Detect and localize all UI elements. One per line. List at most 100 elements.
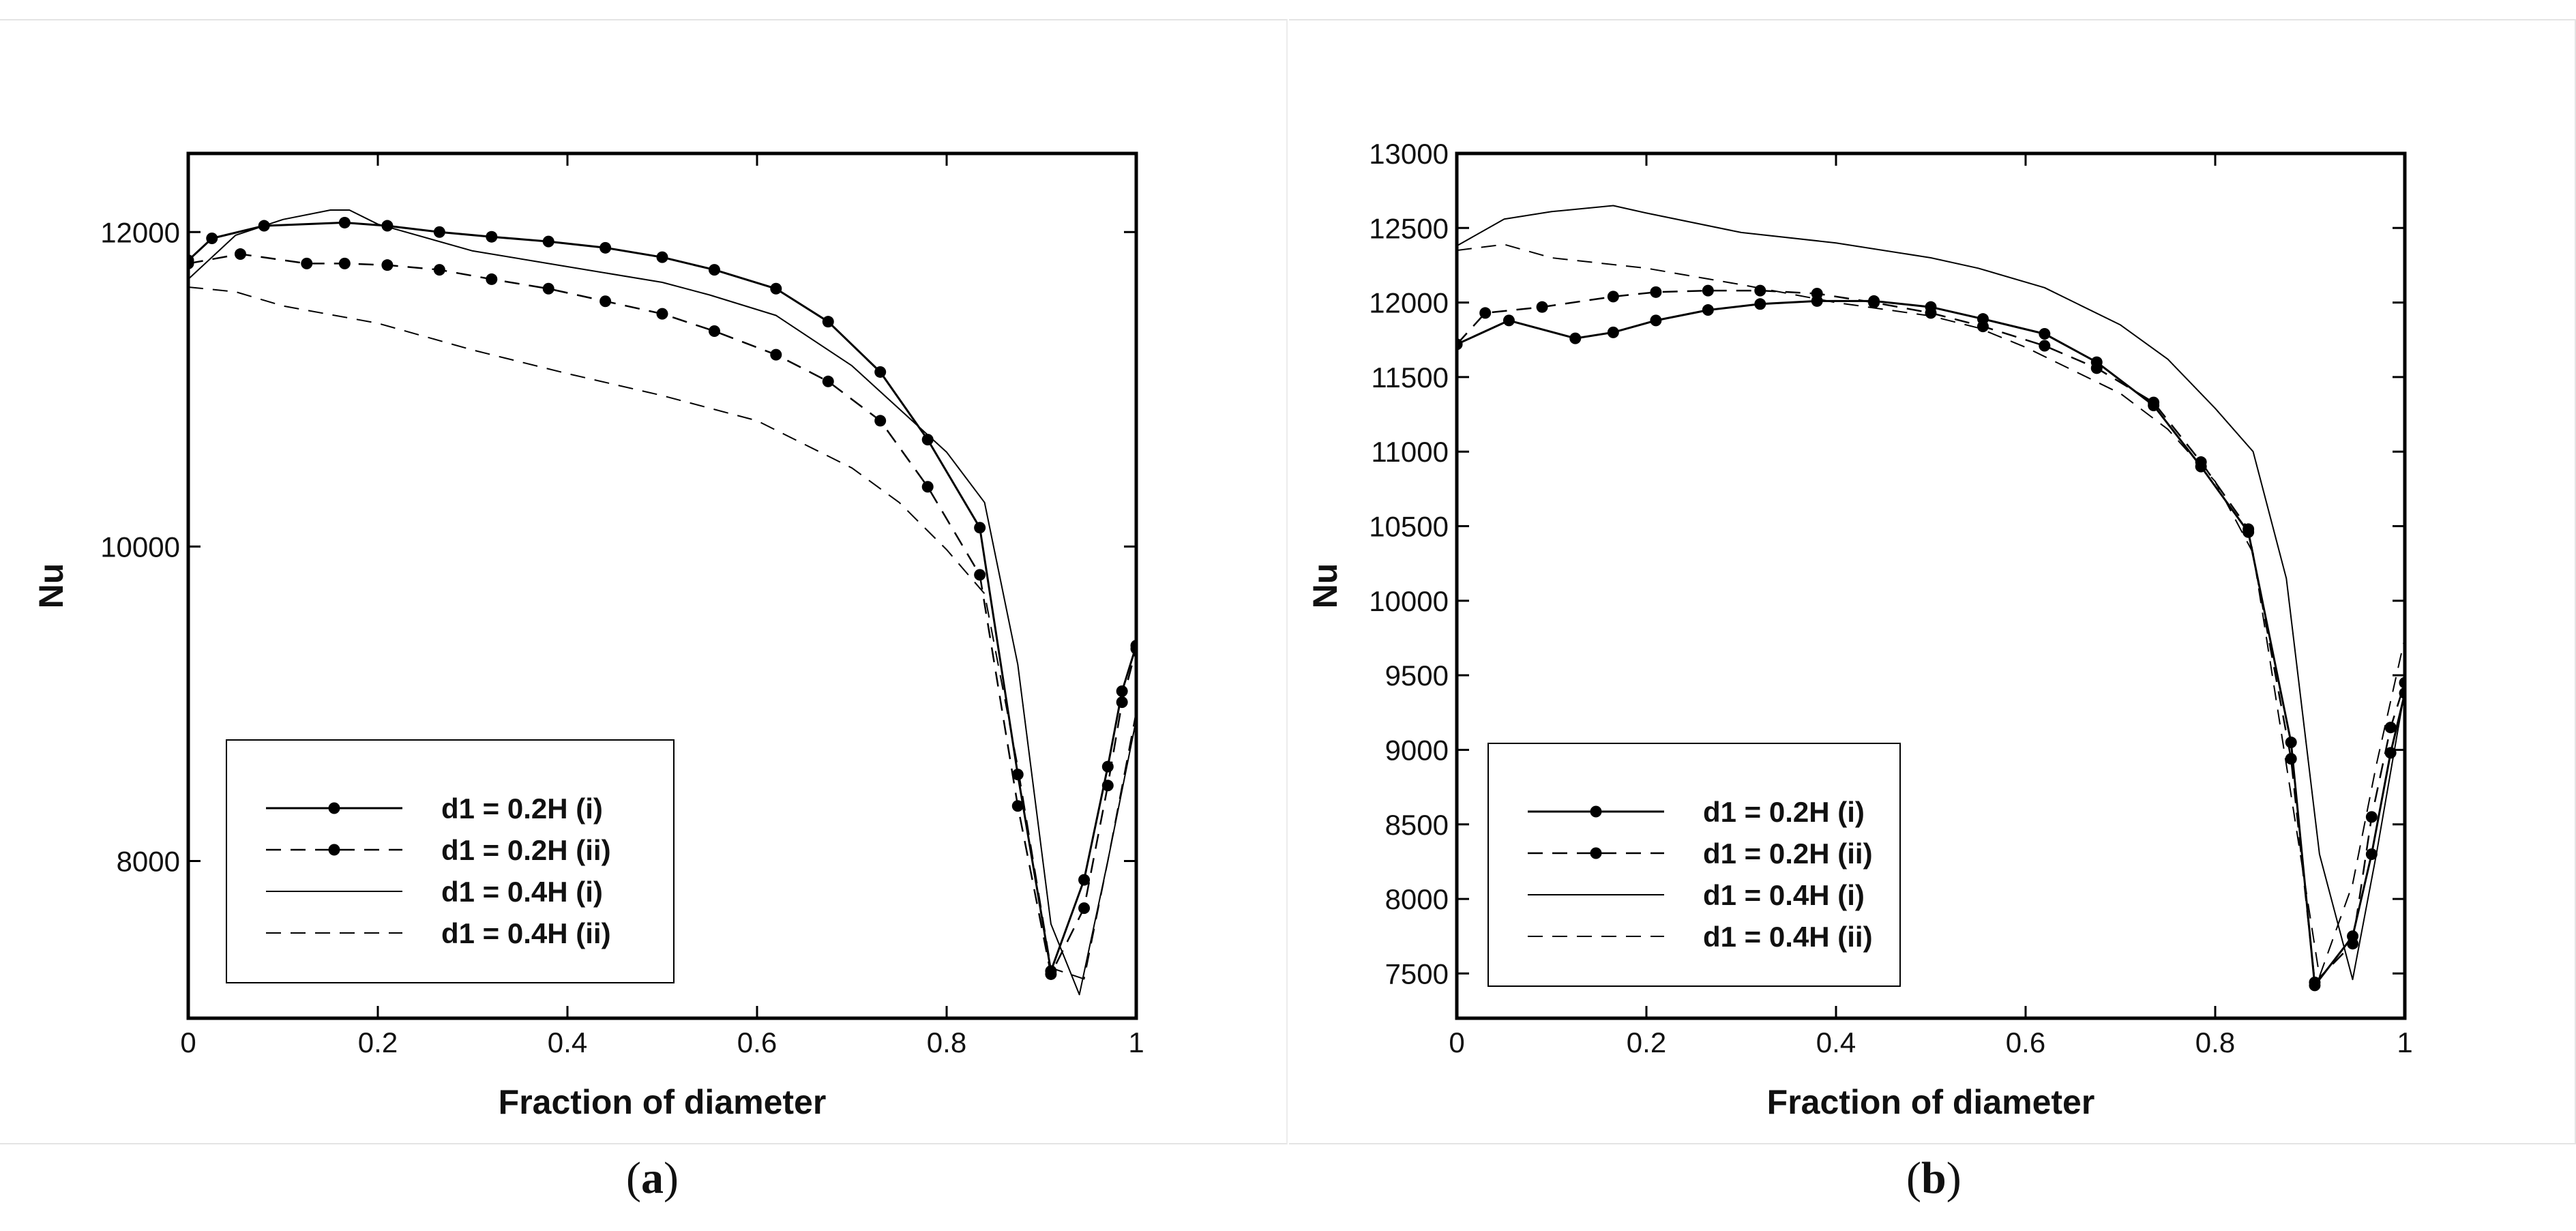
series-line-2 (188, 253, 1136, 975)
series-point-2 (1116, 696, 1128, 709)
y-tick-label: 10500 (1369, 511, 1449, 543)
series-point-1 (486, 231, 498, 243)
series-point-2 (2347, 938, 2359, 950)
x-axis-label: Fraction of diameter (499, 1083, 827, 1121)
x-tick-label: 0.6 (737, 1026, 777, 1058)
series-line-3 (1457, 205, 2405, 981)
series-point-2 (1011, 800, 1024, 812)
chart-panel-b: 0 0.2 0.4 0.6 0.8 1 7500 8000 8500 9000 9500 10000 1… (1306, 138, 2413, 1121)
y-tick-label: 8000 (117, 845, 180, 877)
series-point-1 (1754, 298, 1766, 310)
series-point-2 (2148, 396, 2160, 409)
series-point-1 (974, 522, 986, 534)
x-tick-label: 0.2 (358, 1026, 398, 1058)
series-point-1 (542, 235, 554, 248)
series-point-1 (770, 282, 782, 295)
legend-label-3: d1 = 0.4H (i) (1703, 879, 1865, 911)
series-point-2 (188, 257, 194, 269)
x-tick-label: 0.4 (1816, 1026, 1856, 1058)
series-point-2 (301, 257, 313, 269)
series-point-2 (2090, 362, 2103, 374)
series-point-2 (1702, 284, 1714, 297)
series-point-2 (1130, 642, 1136, 655)
x-tick-label: 1 (2397, 1026, 2412, 1058)
series-point-2 (338, 257, 351, 269)
series-point-2 (234, 248, 246, 261)
caption-b: (b) (1906, 1153, 1961, 1203)
legend-label-1: d1 = 0.2H (i) (441, 792, 603, 825)
y-tick-label: 12000 (1369, 287, 1449, 319)
legend-box (1487, 743, 1901, 987)
series-point-1 (2285, 737, 2297, 749)
legend-label-1: d1 = 0.2H (i) (1703, 796, 1865, 828)
series-point-2 (921, 481, 934, 493)
y-tick-label: 7500 (1385, 958, 1449, 990)
plot-frame (1455, 151, 2407, 1020)
series-point-2 (1754, 284, 1766, 297)
y-tick-label: 8500 (1385, 809, 1449, 841)
legend-label-2: d1 = 0.2H (ii) (441, 834, 611, 866)
x-tick-label: 0 (180, 1026, 196, 1058)
series-point-2 (1457, 338, 1463, 351)
series-point-2 (2399, 677, 2405, 689)
legend-marker-1 (1590, 805, 1602, 818)
series-point-1 (1569, 332, 1582, 344)
legend-label-4: d1 = 0.4H (ii) (1703, 921, 1873, 953)
y-tick-label: 9000 (1385, 734, 1449, 766)
series-point-1 (206, 232, 218, 244)
series-point-1 (822, 316, 834, 328)
series-point-2 (822, 375, 834, 387)
y-axis-label: Nu (32, 563, 70, 609)
series-point-2 (2039, 340, 2051, 352)
caption-a: (a) (626, 1153, 679, 1203)
x-tick-label: 0.4 (548, 1026, 587, 1058)
series-point-2 (1811, 288, 1823, 300)
series-point-2 (2285, 753, 2297, 765)
x-tick-label: 0.6 (2006, 1026, 2045, 1058)
series-point-2 (1650, 286, 1662, 298)
series-point-1 (1011, 769, 1024, 781)
legend-label-4: d1 = 0.4H (ii) (441, 917, 611, 949)
series-point-2 (770, 348, 782, 361)
panel-a-frame (0, 19, 1288, 1144)
legend-label-3: d1 = 0.4H (i) (441, 876, 603, 908)
y-tick-label: 11000 (1371, 436, 1449, 468)
series-point-2 (2365, 811, 2378, 823)
y-tick-label: 12000 (100, 216, 180, 248)
series-line-4 (188, 286, 1136, 980)
series-point-2 (1607, 291, 1619, 303)
y-tick-label: 13000 (1369, 138, 1449, 170)
series-point-1 (2365, 848, 2378, 861)
series-point-1 (1502, 314, 1515, 327)
series-line-3 (188, 209, 1136, 996)
series-point-2 (656, 308, 668, 320)
y-tick-label: 10000 (100, 531, 180, 563)
series-point-1 (338, 216, 351, 228)
series-point-2 (708, 325, 720, 338)
series-point-2 (2384, 722, 2397, 734)
series-point-1 (599, 241, 612, 254)
series-point-1 (1116, 685, 1128, 697)
series-point-1 (381, 220, 394, 232)
series-point-1 (656, 251, 668, 263)
series-point-2 (1101, 780, 1114, 792)
legend-marker-1 (328, 802, 340, 814)
series-line-1 (188, 221, 1136, 973)
series-point-2 (1868, 297, 1880, 309)
series-point-1 (1702, 304, 1714, 316)
legend-marker-2 (328, 844, 340, 856)
y-tick-label: 10000 (1369, 585, 1449, 617)
series-point-1 (433, 226, 445, 238)
legend-label-2: d1 = 0.2H (ii) (1703, 837, 1873, 870)
series-point-2 (1925, 307, 1937, 319)
legend-marker-2 (1590, 847, 1602, 859)
y-tick-label: 8000 (1385, 883, 1449, 915)
series-point-2 (2242, 523, 2255, 535)
legend-box (226, 739, 675, 983)
series-point-1 (1078, 874, 1091, 886)
x-tick-label: 1 (1128, 1026, 1144, 1058)
x-tick-label: 0.8 (2195, 1026, 2235, 1058)
series-point-2 (486, 273, 498, 285)
series-point-2 (542, 282, 554, 295)
series-point-2 (874, 415, 887, 427)
